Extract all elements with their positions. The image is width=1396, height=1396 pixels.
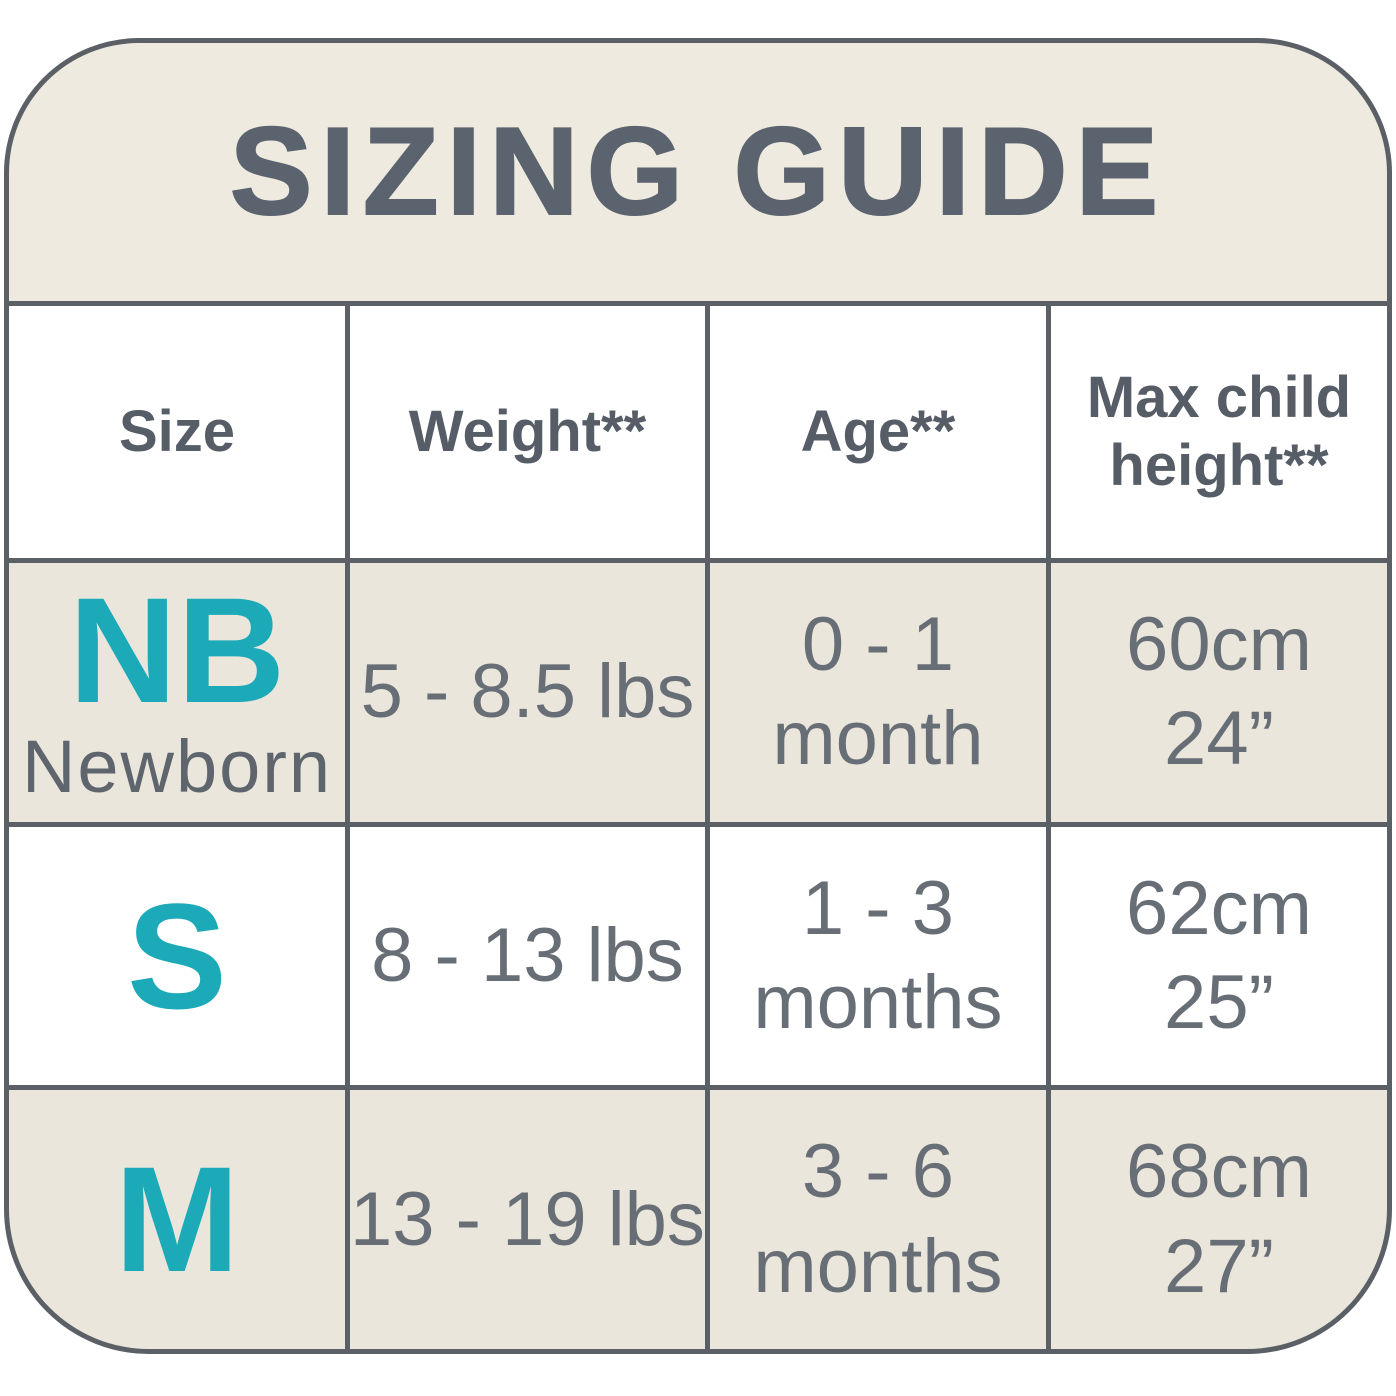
column-header-max-child-height: Max child height** [1050,306,1387,558]
height-value-s-cm: 62cm [1126,865,1312,951]
cell-weight-s: 8 - 13 lbs [350,826,705,1086]
weight-value-nb: 5 - 8.5 lbs [360,649,695,735]
size-label-newborn: Newborn [21,724,333,808]
height-value-nb-cm: 60cm [1126,602,1312,688]
size-abbr-m: M [114,1135,240,1304]
cell-weight-nb: 5 - 8.5 lbs [350,563,705,822]
age-value-m-line2: months [753,1223,1003,1309]
column-header-size: Size [9,306,346,558]
height-value-s-inches: 25” [1164,959,1274,1045]
cell-size-s: S [9,826,346,1086]
cell-height-s: 62cm 25” [1050,826,1387,1086]
height-value-nb-inches: 24” [1164,696,1274,782]
age-value-nb-line2: month [772,696,984,782]
cell-age-nb: 0 - 1 month [709,563,1046,822]
column-header-weight: Weight** [350,306,705,558]
age-value-m-line1: 3 - 6 [801,1129,954,1215]
sizing-table: Size Weight** Age** Max child height** N… [9,301,1387,1349]
column-header-age: Age** [709,306,1046,558]
column-header-max-child-height-label: Max child height** [1086,364,1352,498]
age-value-s-line1: 1 - 3 [801,865,954,951]
weight-value-s: 8 - 13 lbs [371,912,684,998]
page-title: SIZING GUIDE [229,102,1167,242]
cell-age-m: 3 - 6 months [709,1090,1046,1349]
title-banner: SIZING GUIDE [9,43,1387,301]
cell-size-nb: NB Newborn [9,563,346,822]
sizing-guide-card: SIZING GUIDE Size Weight** Age** Max chi… [4,38,1392,1354]
size-abbr-s: S [126,871,228,1040]
height-value-m-cm: 68cm [1126,1129,1312,1215]
cell-age-s: 1 - 3 months [709,826,1046,1086]
size-abbr-nb: NB [68,566,286,735]
column-header-weight-label: Weight** [408,398,647,464]
height-value-m-inches: 27” [1164,1223,1274,1309]
cell-height-nb: 60cm 24” [1050,563,1387,822]
column-header-size-label: Size [118,398,236,464]
weight-value-m: 13 - 19 lbs [350,1176,705,1262]
column-header-age-label: Age** [800,398,956,464]
age-value-nb-line1: 0 - 1 [801,602,954,688]
age-value-s-line2: months [753,959,1003,1045]
cell-size-m: M [9,1090,346,1349]
cell-weight-m: 13 - 19 lbs [350,1090,705,1349]
cell-height-m: 68cm 27” [1050,1090,1387,1349]
